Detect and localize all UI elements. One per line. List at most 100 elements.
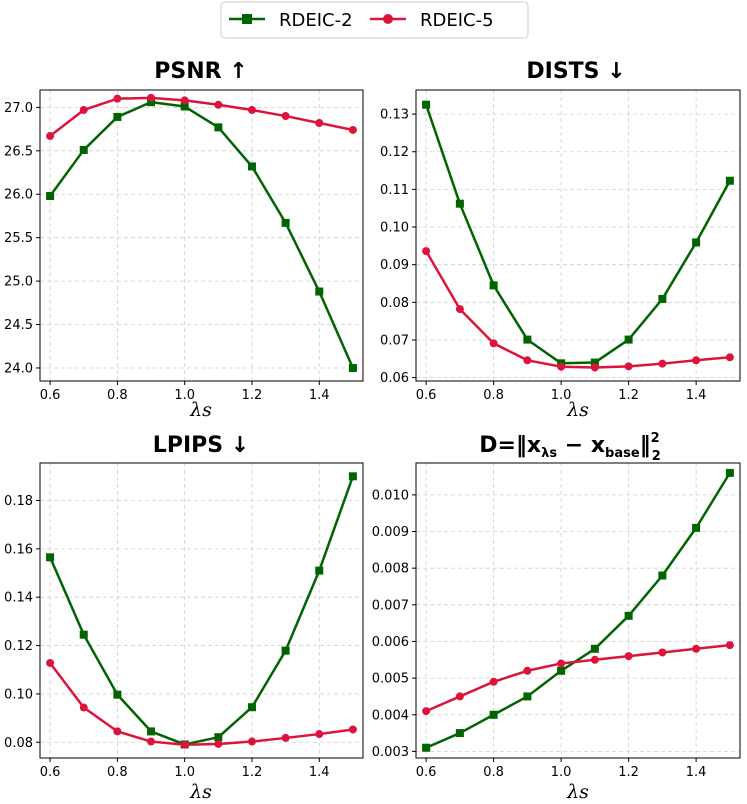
y-tick-label: 0.008 [372,562,409,577]
data-point-rdeic-5 [590,655,599,664]
data-point-rdeic-2 [46,553,55,562]
data-point-rdeic-5 [725,641,734,650]
y-tick-label: 0.06 [380,371,409,386]
data-point-rdeic-5 [422,707,431,716]
legend-label-rdeic-5: RDEIC-5 [420,10,494,31]
data-point-rdeic-2 [214,123,223,132]
chart-title-dists: DISTS ↓ [526,59,625,84]
x-tick-label: 1.2 [618,388,639,403]
plot-frame [39,89,364,382]
plot-distance: 0.003 0.004 0.005 0.006 0.007 0.008 0.009 0.010… [372,462,741,780]
y-tick-label: 0.12 [4,639,33,654]
series-line-rdeic-2 [424,104,731,365]
y-tick-label: 0.08 [4,736,33,751]
plot-psnr: 24.0 24.5 25.0 25.5 26.0 26.5 27.0 0.6 0.8 1.0 1.2… [4,89,364,403]
data-point-rdeic-5 [281,112,290,121]
data-point-rdeic-5 [523,666,532,675]
y-tick-label: 0.11 [380,183,409,198]
x-tick-label: 0.8 [483,388,504,403]
plot-frame [39,462,364,759]
data-point-rdeic-5 [180,96,189,105]
chart-title-distance: D=‖xλs − xbase‖2 2 [479,431,661,464]
y-tick-label: 25.5 [4,231,33,246]
data-point-rdeic-5 [46,132,55,141]
data-point-rdeic-2 [214,733,223,742]
data-point-rdeic-5 [692,644,701,653]
data-point-rdeic-2 [725,176,734,185]
y-tick-label: 0.14 [4,591,33,606]
data-point-rdeic-2 [281,646,290,655]
data-point-rdeic-2 [692,238,701,247]
data-point-rdeic-5 [113,94,122,103]
data-point-rdeic-2 [658,294,667,303]
x-tick-label: 1.2 [618,765,639,780]
series-line-rdeic-5 [49,662,354,746]
y-tick-label: 0.13 [380,108,409,123]
data-point-rdeic-5 [455,305,464,314]
plot-dists: 0.06 0.07 0.08 0.09 0.10 0.11 0.12 0.13 0.6 0.8 1.… [380,89,741,403]
data-point-rdeic-5 [692,356,701,365]
y-tick-label: 0.10 [4,687,33,702]
data-point-rdeic-5 [315,119,324,128]
y-tick-label: 24.0 [4,361,33,376]
chart-title-lpips: LPIPS ↓ [153,433,249,458]
data-point-rdeic-5 [658,648,667,657]
data-point-rdeic-2 [247,162,256,171]
data-point-rdeic-5 [315,730,324,739]
data-point-rdeic-2 [489,710,498,719]
series-line-rdeic-5 [49,96,354,138]
plot-frame [415,89,741,382]
y-tick-label: 0.007 [372,598,409,613]
data-point-rdeic-2 [315,566,324,575]
y-tick-label: 24.5 [4,318,33,333]
data-point-rdeic-5 [147,93,156,102]
data-point-rdeic-2 [692,523,701,532]
x-tick-label: 1.0 [174,388,195,403]
data-point-rdeic-2 [348,363,357,372]
x-tick-label: 0.8 [107,765,128,780]
data-point-rdeic-2 [523,692,532,701]
data-point-rdeic-5 [624,652,633,661]
data-point-rdeic-5 [214,100,223,109]
data-point-rdeic-2 [557,666,566,675]
data-point-rdeic-2 [590,358,599,367]
x-axis-label-dists: λs [566,399,589,421]
x-tick-label: 1.0 [551,388,572,403]
x-tick-label: 0.8 [107,388,128,403]
data-point-rdeic-2 [489,281,498,290]
data-point-rdeic-2 [348,472,357,481]
data-point-rdeic-5 [348,125,357,134]
data-point-rdeic-2 [315,287,324,296]
x-axis-label-distance: λs [566,781,589,803]
x-tick-label: 0.6 [416,388,437,403]
data-point-rdeic-2 [455,729,464,738]
y-tick-label: 0.10 [380,221,409,236]
data-point-rdeic-5 [214,739,223,748]
y-tick-label: 0.006 [372,635,409,650]
data-point-rdeic-5 [247,105,256,114]
data-point-rdeic-2 [113,690,122,699]
legend-item-rdeic-5[interactable]: RDEIC-5 [370,10,494,31]
y-tick-label: 0.010 [372,488,409,503]
data-point-rdeic-5 [348,725,357,734]
x-tick-label: 0.6 [40,765,61,780]
data-point-rdeic-5 [113,727,122,736]
y-tick-label: 0.12 [380,145,409,160]
plot-lpips: 0.08 0.10 0.12 0.14 0.16 0.18 0.6 0.8 1.0 1.2 1.4 [4,462,364,780]
data-point-rdeic-5 [624,362,633,371]
data-point-rdeic-5 [281,733,290,742]
data-point-rdeic-2 [147,727,156,736]
data-point-rdeic-2 [523,335,532,344]
x-tick-label: 1.4 [309,765,330,780]
x-tick-label: 1.2 [242,765,263,780]
y-tick-label: 0.18 [4,494,33,509]
legend-item-rdeic-2[interactable]: RDEIC-2 [229,10,353,31]
x-tick-label: 1.2 [242,388,263,403]
series-line-rdeic-2 [48,475,355,746]
data-point-rdeic-5 [489,339,498,348]
y-tick-label: 0.005 [372,672,409,687]
data-point-rdeic-5 [557,362,566,371]
data-point-rdeic-5 [557,659,566,668]
data-point-rdeic-5 [455,692,464,701]
